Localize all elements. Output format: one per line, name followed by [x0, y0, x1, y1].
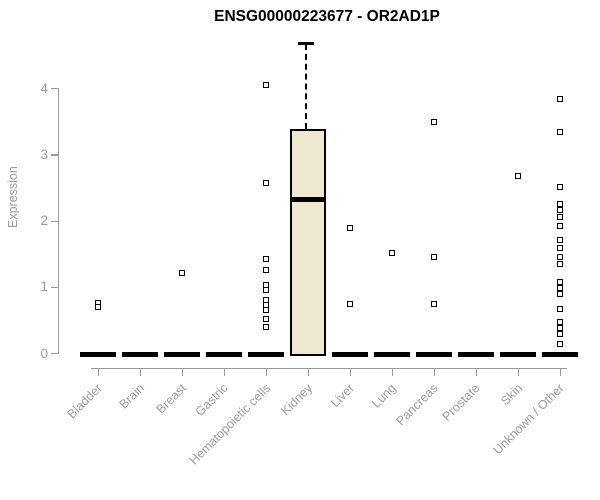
outlier-point: [557, 305, 563, 312]
x-tick: [350, 368, 352, 376]
outlier-point: [263, 179, 269, 186]
zero-median-bar: [164, 351, 200, 357]
zero-median-bar: [206, 351, 242, 357]
zero-median-bar: [500, 351, 536, 357]
x-category-label: Prostate: [440, 381, 483, 424]
zero-median-bar: [332, 351, 368, 357]
outlier-point: [557, 330, 563, 337]
outlier-point: [557, 128, 563, 135]
y-tick: [50, 154, 58, 156]
boxplot-whisker-cap: [297, 41, 314, 45]
x-tick: [518, 368, 520, 376]
x-tick: [392, 368, 394, 376]
y-tick-label: 0: [40, 345, 48, 361]
x-category-label: Liver: [327, 381, 357, 411]
outlier-point: [557, 318, 563, 325]
outlier-point: [557, 253, 563, 260]
y-tick-label: 1: [40, 279, 48, 295]
outlier-point: [557, 183, 563, 190]
outlier-point: [557, 96, 563, 103]
boxplot-whisker: [304, 44, 307, 129]
x-category-label: Gastric: [193, 381, 231, 419]
x-category-label: Brain: [116, 381, 147, 412]
outlier-point: [557, 223, 563, 230]
zero-median-bar: [80, 351, 116, 357]
outlier-point: [263, 287, 269, 294]
y-axis-line: [57, 88, 59, 355]
outlier-point: [263, 255, 269, 262]
outlier-point: [263, 306, 269, 313]
outlier-point: [95, 304, 101, 311]
y-tick-label: 2: [40, 213, 48, 228]
x-tick: [140, 368, 142, 376]
x-category-label: Bladder: [64, 381, 105, 422]
zero-median-bar: [416, 351, 452, 357]
x-category-label: Breast: [153, 381, 189, 417]
outlier-point: [557, 285, 563, 292]
outlier-point: [557, 291, 563, 298]
chart-title: ENSG00000223677 - OR2AD1P: [214, 8, 440, 25]
boxplot-box: [290, 128, 326, 356]
outlier-point: [557, 324, 563, 331]
outlier-point: [557, 279, 563, 286]
y-tick: [50, 220, 58, 222]
x-tick: [224, 368, 226, 376]
outlier-point: [557, 236, 563, 243]
zero-median-bar: [542, 351, 578, 357]
x-tick: [476, 368, 478, 376]
y-tick: [50, 286, 58, 289]
zero-median-bar: [122, 351, 158, 357]
outlier-point: [263, 323, 269, 330]
y-tick-label: 4: [40, 80, 48, 96]
outlier-point: [557, 206, 563, 213]
outlier-point: [515, 173, 521, 180]
x-tick: [98, 368, 100, 376]
x-category-label: Skin: [497, 381, 525, 409]
outlier-point: [431, 300, 437, 307]
outlier-point: [263, 266, 269, 273]
x-category-label: Kidney: [277, 381, 315, 418]
boxplot-median: [290, 197, 326, 203]
outlier-point: [431, 119, 437, 126]
y-tick: [50, 353, 58, 355]
outlier-point: [557, 261, 563, 268]
x-tick: [308, 368, 310, 376]
y-axis-title: Expression: [6, 166, 20, 228]
y-tick-label: 3: [40, 146, 48, 162]
outlier-point: [347, 300, 353, 307]
outlier-point: [557, 244, 563, 251]
outlier-point: [347, 224, 353, 231]
y-tick: [50, 88, 58, 90]
outlier-point: [263, 315, 269, 322]
outlier-point: [263, 81, 269, 88]
x-tick: [266, 368, 268, 376]
x-category-label: Pancreas: [393, 381, 441, 429]
outlier-point: [389, 249, 395, 256]
x-category-label: Hematopoietic cells: [186, 381, 273, 468]
outlier-point: [431, 253, 437, 260]
zero-median-bar: [248, 351, 284, 357]
x-tick: [434, 368, 436, 376]
x-category-label: Lung: [369, 381, 399, 411]
x-tick: [182, 368, 184, 376]
outlier-point: [557, 213, 563, 220]
x-tick: [560, 368, 562, 376]
x-axis-line: [91, 368, 567, 370]
zero-median-bar: [374, 351, 410, 357]
outlier-point: [179, 269, 185, 276]
outlier-point: [557, 341, 563, 348]
outlier-point: [557, 200, 563, 207]
zero-median-bar: [458, 351, 494, 357]
